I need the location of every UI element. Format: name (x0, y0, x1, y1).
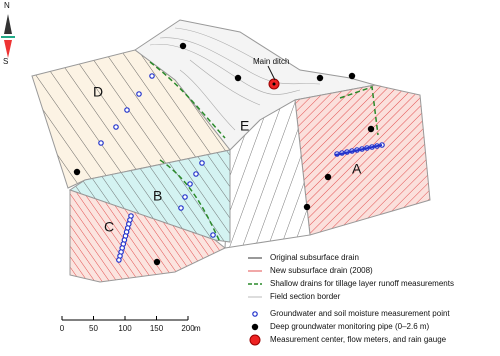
scale-label: 200 (181, 324, 195, 333)
legend-label: Deep groundwater monitoring pipe (0–2.6 … (270, 322, 430, 331)
measurement-point (136, 91, 142, 97)
legend-item: Original subsurface drain (248, 253, 359, 262)
legend-label: Field section border (270, 292, 341, 301)
field-c (69, 189, 226, 283)
leader-line (267, 65, 276, 81)
measurement-point (193, 171, 199, 177)
measurement-point (116, 257, 122, 263)
field-a (294, 84, 431, 236)
monitoring-pipe (234, 74, 242, 82)
compass-arrow (4, 40, 12, 58)
monitoring-pipe (316, 74, 324, 82)
measurement-point (124, 107, 130, 113)
measurement-point (113, 124, 119, 130)
scale-label: 150 (150, 324, 164, 333)
legend-symbol (252, 311, 258, 317)
field-label: C (104, 219, 114, 235)
legend-symbol (249, 334, 261, 346)
measurement-point (199, 160, 205, 166)
legend-item: Groundwater and soil moisture measuremen… (252, 309, 450, 318)
monitoring-pipe (73, 168, 81, 176)
monitoring-pipe (367, 125, 375, 133)
legend-label: Original subsurface drain (270, 253, 359, 262)
legend-item: Deep groundwater monitoring pipe (0–2.6 … (251, 322, 430, 331)
monitoring-pipe (303, 203, 311, 211)
monitoring-pipe (153, 258, 161, 266)
measurement-point (178, 205, 184, 211)
compass-north: N (4, 1, 10, 10)
monitoring-pipe (179, 42, 187, 50)
legend-item: Shallow drains for tillage layer runoff … (248, 279, 454, 288)
legend-item: New subsurface drain (2008) (248, 266, 373, 275)
scale-label: 0 (60, 324, 65, 333)
legend-label: Shallow drains for tillage layer runoff … (270, 279, 454, 288)
legend-symbol (251, 323, 259, 331)
compass-south: S (3, 57, 8, 66)
legend-label: Measurement center, flow meters, and rai… (270, 335, 447, 344)
field-label: D (93, 84, 103, 100)
field-label: B (153, 188, 162, 204)
shallow-drains (149, 61, 379, 243)
scale-label: 100 (118, 324, 132, 333)
monitoring-pipe (348, 72, 356, 80)
field-b (68, 149, 231, 243)
measurement-point (98, 140, 104, 146)
field-label: E (240, 118, 249, 134)
field-label: A (352, 161, 362, 177)
legend-label: New subsurface drain (2008) (270, 266, 373, 275)
measurement-transect (334, 144, 383, 156)
measurement-center-dot (272, 82, 276, 86)
main-ditch-label: Main ditch (253, 57, 289, 66)
measurement-point (182, 194, 188, 200)
compass-arrow (4, 14, 12, 34)
monitoring-pipe (324, 173, 332, 181)
measurement-point (210, 232, 216, 238)
legend-label: Groundwater and soil moisture measuremen… (270, 309, 450, 318)
legend-item: Measurement center, flow meters, and rai… (249, 334, 447, 346)
measurement-point (149, 73, 155, 79)
scale-label: 50 (89, 324, 98, 333)
legend-item: Field section border (248, 292, 341, 301)
scale-unit: m (194, 324, 201, 333)
measurement-point (187, 181, 193, 187)
